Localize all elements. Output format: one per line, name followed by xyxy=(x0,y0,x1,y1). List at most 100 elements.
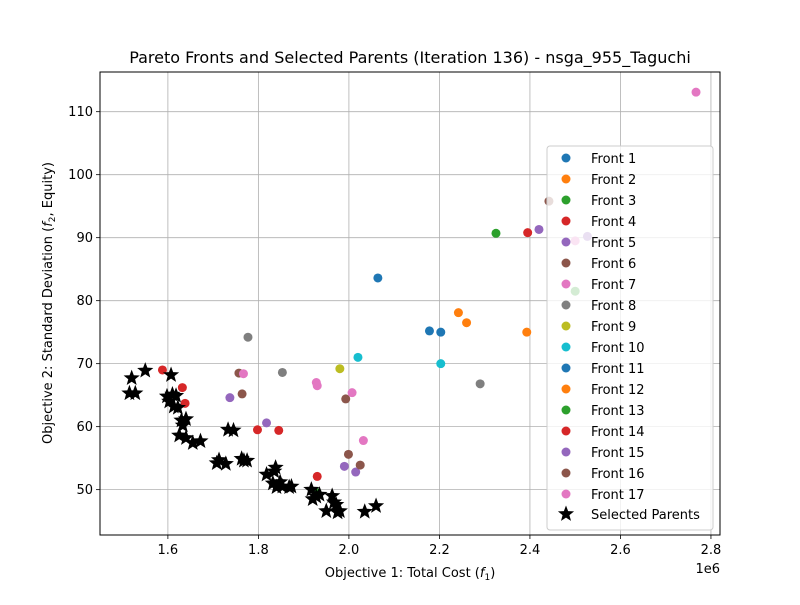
front-2-point xyxy=(462,318,472,328)
front-1-point xyxy=(373,273,383,283)
x-axis-ticks: 1.6 1.8 2.0 2.2 2.4 2.6 2.8 xyxy=(158,535,722,558)
selected-parent-star xyxy=(318,502,335,518)
front-4-point xyxy=(312,471,322,481)
selected-parent-star xyxy=(304,490,321,506)
legend-label: Front 6 xyxy=(591,257,636,272)
front-8-point xyxy=(243,332,253,342)
y-tick-label: 80 xyxy=(76,294,93,309)
front-3-point xyxy=(491,228,501,238)
selected-parent-star xyxy=(274,478,291,494)
selected-parent-star xyxy=(162,366,180,382)
y-axis-ticks: 50 60 70 80 90 100 110 xyxy=(68,105,100,498)
front-4-point xyxy=(274,425,284,435)
selected-parent-star xyxy=(184,434,201,450)
front-7-point xyxy=(358,436,368,446)
selected-parent-star xyxy=(137,362,154,378)
selected-parent-star xyxy=(324,487,341,503)
legend-label: Front 3 xyxy=(591,194,636,209)
selected-parent-star xyxy=(177,429,195,445)
selected-parent-star xyxy=(272,473,289,489)
legend: Front 1 Front 2 Front 3 Front 4 Front 5 Front… xyxy=(546,145,714,531)
front-2-point xyxy=(522,327,532,337)
selected-parent-star xyxy=(264,474,281,491)
legend-marker xyxy=(561,300,571,310)
selected-parent-star xyxy=(311,486,328,502)
legend-marker xyxy=(561,258,571,268)
legend-label: Front 10 xyxy=(591,341,645,356)
selected-parent-star xyxy=(210,451,228,467)
selected-parent-star xyxy=(367,497,385,513)
front-7-point xyxy=(312,381,322,391)
selected-parent-star xyxy=(127,384,144,401)
selected-parent-star xyxy=(267,459,284,475)
y-tick-label: 60 xyxy=(76,420,93,435)
front-10-point xyxy=(353,352,363,362)
front-5-point xyxy=(534,224,544,234)
legend-marker xyxy=(561,195,571,205)
selected-parent-star xyxy=(167,387,185,403)
legend-label: Front 13 xyxy=(591,404,645,419)
x-tick-label: 2.4 xyxy=(520,543,541,558)
selected-parent-star xyxy=(283,478,300,494)
selected-parent-star xyxy=(328,496,345,512)
x-tick-label: 2.2 xyxy=(429,543,450,558)
legend-label: Front 12 xyxy=(591,383,645,398)
selected-parent-star xyxy=(158,387,176,404)
legend-marker xyxy=(561,384,571,394)
front-7-point xyxy=(238,369,248,379)
x-tick-label: 1.6 xyxy=(158,543,179,558)
y-tick-label: 70 xyxy=(76,357,93,372)
x-tick-label: 2.8 xyxy=(701,543,722,558)
legend-star-marker xyxy=(557,505,575,521)
y-tick-label: 110 xyxy=(68,105,93,120)
legend-label: Front 5 xyxy=(591,236,636,251)
legend-marker xyxy=(561,489,571,499)
chart-title: Pareto Fronts and Selected Parents (Iter… xyxy=(129,48,691,68)
selected-parent-star xyxy=(177,410,195,426)
front-5-point xyxy=(339,461,349,471)
legend-marker xyxy=(561,174,571,184)
x-tick-label: 2.0 xyxy=(339,543,360,558)
front-5-point xyxy=(225,393,235,403)
legend-label: Front 7 xyxy=(591,278,636,293)
legend-label: Front 11 xyxy=(591,362,645,377)
selected-parent-star xyxy=(239,452,256,468)
legend-marker xyxy=(561,321,571,331)
selected-parent-star xyxy=(123,369,140,386)
selected-parent-star xyxy=(169,399,186,415)
legend-label: Front 15 xyxy=(591,446,645,461)
legend-marker xyxy=(561,405,571,415)
selected-parent-star xyxy=(303,481,320,497)
legend-label: Selected Parents xyxy=(591,508,700,523)
front-1-point xyxy=(424,326,434,336)
front-8-point xyxy=(277,367,287,377)
y-axis-label: Objective 2: Standard Deviation (f2, Equ… xyxy=(41,162,58,444)
front-7-point xyxy=(347,388,357,398)
legend-marker xyxy=(561,153,571,163)
legend-marker xyxy=(561,363,571,373)
plot-frame xyxy=(99,71,721,536)
y-tick-label: 90 xyxy=(76,231,93,246)
selected-parent-star xyxy=(171,426,188,443)
legend-marker xyxy=(561,447,571,457)
y-tick-label: 100 xyxy=(68,168,93,183)
front-4-point xyxy=(252,425,262,435)
front-4-point xyxy=(157,365,167,375)
front-4-point xyxy=(523,228,533,238)
front-2-point xyxy=(453,308,463,318)
selected-parent-star xyxy=(173,411,190,428)
legend-label: Front 4 xyxy=(591,215,636,230)
selected-parent-star xyxy=(192,432,209,449)
legend-label: Front 2 xyxy=(591,173,636,188)
front-8-point xyxy=(475,379,485,389)
x-tick-label: 2.6 xyxy=(610,543,631,558)
legend-box xyxy=(546,145,714,531)
front-10-point xyxy=(436,359,446,369)
selected-parent-star xyxy=(225,421,242,438)
selected-parent-star xyxy=(121,384,138,401)
selected-parent-star xyxy=(161,392,178,409)
x-axis-offset-label: 1e6 xyxy=(695,562,720,577)
x-axis-label: Objective 1: Total Cost (f1) xyxy=(325,566,496,583)
